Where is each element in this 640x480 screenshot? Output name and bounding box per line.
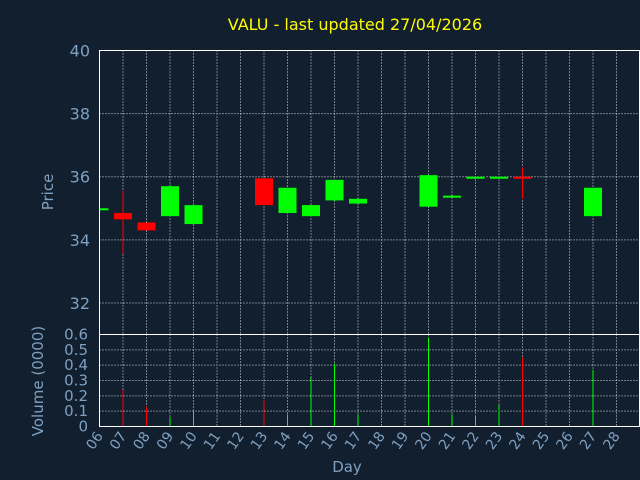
x-tick-label: 13 [248,429,271,453]
candle-body [137,222,156,231]
candle-up [419,175,438,207]
candle-up [184,205,203,225]
price-axis-label: Price [39,174,57,211]
candle-up [100,208,109,211]
candle-body [184,205,203,225]
price-tick-label: 36 [70,168,90,187]
price-tick-label: 40 [70,42,90,61]
x-tick-label: 21 [436,429,459,453]
candle-body [255,178,273,206]
x-tick-label: 23 [483,429,506,453]
x-tick-label: 15 [295,429,318,453]
candles [100,167,602,255]
x-tick-label: 20 [412,429,435,453]
x-tick-label: 26 [553,429,576,453]
x-tick-label: 25 [530,429,553,453]
x-tick-label: 18 [365,429,388,453]
price-tick-label: 38 [70,105,90,124]
candle-down [513,167,532,199]
x-tick-label: 10 [177,429,200,453]
volume-tick-label: 0.2 [64,387,88,405]
volume-tick-label: 0.1 [64,402,88,420]
candle-down [114,190,132,255]
candle-body [114,213,132,220]
x-tick-label: 24 [506,429,529,453]
volume-tick-label: 0.5 [64,341,88,359]
candle-body [325,179,344,201]
candle-body [466,176,485,179]
x-axis-label: Day [332,458,362,476]
price-y-ticks: 32 34 36 38 40 [70,42,90,313]
price-tick-label: 34 [70,231,90,250]
candle-up [443,195,461,198]
price-grid [99,50,640,335]
x-tick-label: 11 [201,429,224,453]
volume-axis-label: Volume (0000) [29,326,47,436]
candle-body [349,198,367,204]
candle-body [100,208,109,211]
candle-down [137,222,156,231]
candle-up [278,187,297,214]
candle-body [443,195,461,198]
candle-body [419,175,438,207]
volume-tick-label: 0.6 [64,326,88,344]
x-tick-label: 07 [107,429,130,453]
candle-body [161,186,179,217]
candle-body [278,187,297,214]
candle-down [255,178,273,206]
x-axis-ticks: 06 07 08 09 10 11 12 13 14 15 16 17 18 19 20 21 22 23 24 25… [83,429,623,453]
x-tick-label: 08 [130,429,153,453]
candle-body [513,176,532,179]
x-tick-label: 14 [271,429,294,453]
x-tick-label: 28 [600,429,623,453]
x-tick-label: 19 [389,429,412,453]
volume-tick-label: 0.3 [64,372,88,390]
volume-y-ticks: 00.10.20.30.40.50.6 [64,326,88,436]
price-frame [99,50,640,335]
price-tick-label: 32 [70,294,90,313]
x-tick-label: 12 [224,429,247,453]
candle-up [349,198,367,204]
volume-tick-label: 0 [78,418,88,436]
candle-up [325,179,344,201]
candle-up [584,187,602,217]
volume-bars [122,337,594,427]
price-panel: 32 34 36 38 40 Price [39,42,640,335]
candle-body [584,187,602,217]
volume-panel: 00.10.20.30.40.50.6 Volume (0000) [29,326,640,436]
x-tick-label: 17 [342,429,365,453]
x-tick-label: 09 [154,429,177,453]
candle-body [302,205,320,217]
x-tick-label: 16 [318,429,341,453]
chart-title: VALU - last updated 27/04/2026 [228,15,482,34]
candle-up [466,176,485,179]
candle-up [302,205,320,217]
x-tick-label: 27 [577,429,600,453]
volume-tick-label: 0.4 [64,356,88,374]
candle-body [490,176,508,179]
x-tick-label: 22 [459,429,482,453]
candle-up [161,184,179,217]
volume-grid [99,334,640,427]
candle-up [490,176,508,179]
